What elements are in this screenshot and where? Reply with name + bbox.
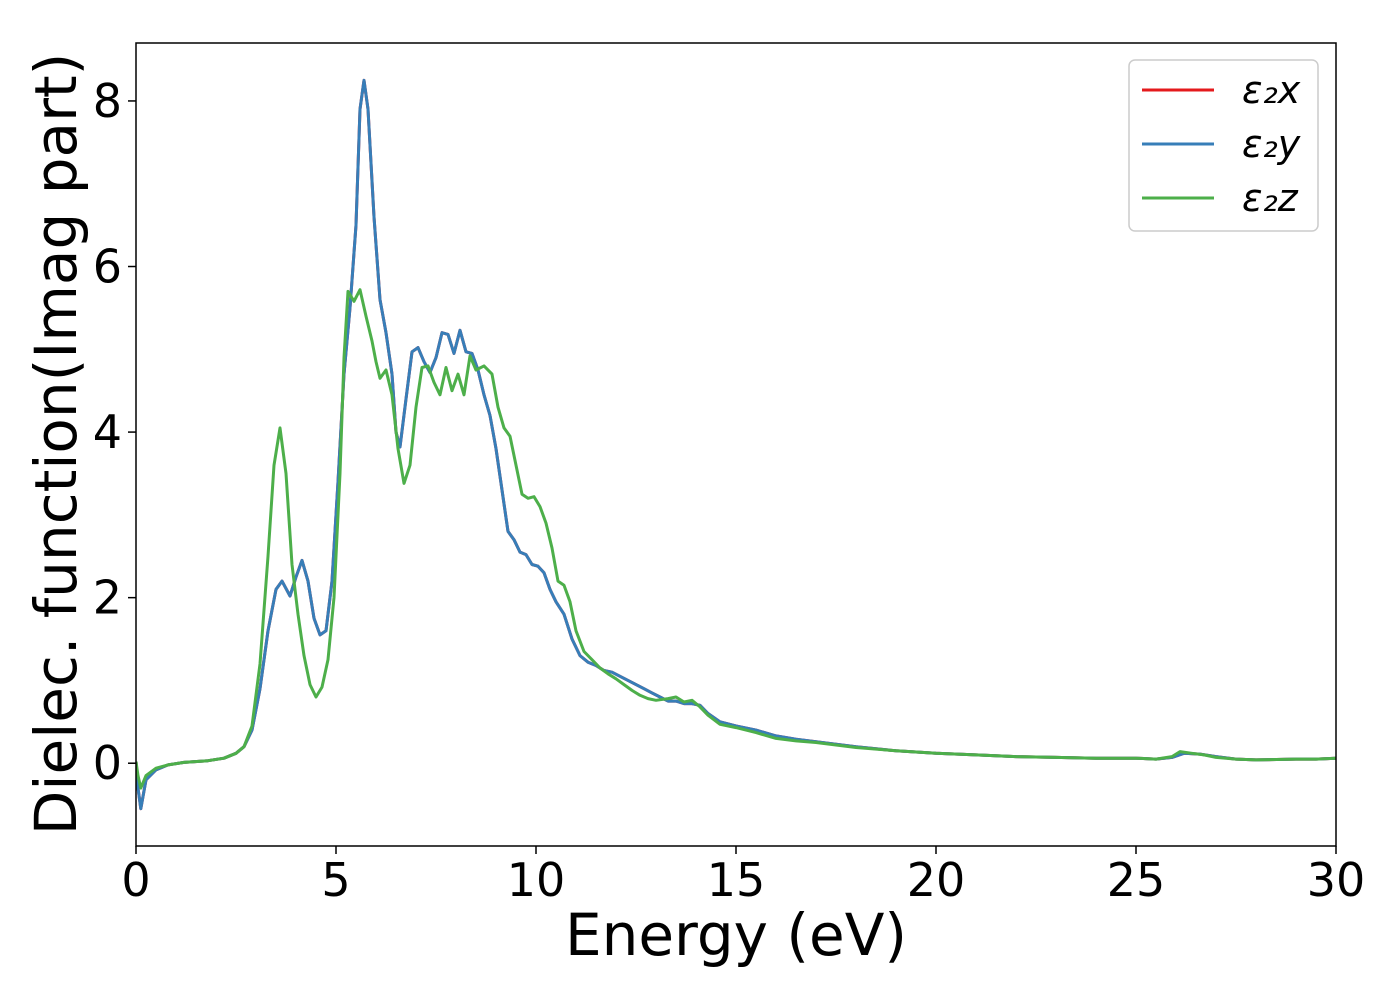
y-axis-label: Dielec. function(Imag part) [22,53,90,836]
y-tick-label: 6 [93,240,122,294]
y-tick-label: 2 [93,571,122,625]
legend-box [1128,59,1319,232]
x-tick-label: 25 [1107,853,1166,907]
series-line-3 [136,288,1336,790]
legend-label: ε₂y [1242,122,1301,166]
x-axis-label: Energy (eV) [565,901,907,969]
legend: ε₂x ε₂y ε₂z [1128,59,1319,232]
x-tick-label: 15 [707,853,766,907]
y-tick-label: 8 [93,74,122,128]
x-tick-label: 30 [1307,853,1366,907]
legend-label: ε₂z [1242,176,1299,220]
ticks-layer: 0 5 10 15 20 25 30 0 2 4 6 8 [93,74,1366,907]
y-tick-label: 0 [93,736,122,790]
legend-entries: ε₂x ε₂y ε₂z [1142,68,1301,220]
x-tick-label: 10 [507,853,566,907]
y-tick-label: 4 [93,405,122,459]
x-tick-label: 0 [121,853,150,907]
series-layer [136,78,1336,811]
legend-label: ε₂x [1242,68,1301,112]
x-tick-label: 20 [907,853,966,907]
x-tick-label: 5 [321,853,350,907]
